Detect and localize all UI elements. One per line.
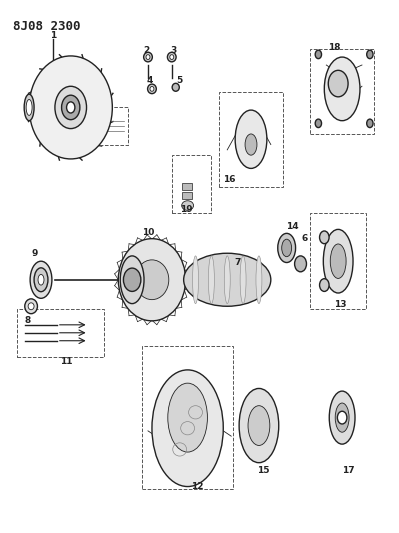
Ellipse shape (150, 86, 154, 91)
Bar (172, 155, 211, 214)
Text: 7: 7 (234, 258, 240, 266)
Ellipse shape (28, 303, 34, 310)
Text: 4: 4 (147, 76, 153, 85)
Ellipse shape (29, 56, 113, 159)
Text: 8J08 2300: 8J08 2300 (13, 20, 81, 33)
Ellipse shape (26, 100, 32, 115)
Ellipse shape (25, 299, 38, 314)
Circle shape (315, 50, 322, 59)
Text: 14: 14 (286, 222, 299, 231)
Text: 17: 17 (342, 466, 354, 475)
Ellipse shape (168, 383, 207, 452)
Ellipse shape (34, 268, 48, 292)
Text: 13: 13 (334, 300, 346, 309)
Ellipse shape (282, 239, 292, 257)
Text: 18: 18 (328, 43, 340, 52)
Ellipse shape (239, 389, 279, 463)
Circle shape (338, 411, 347, 424)
Ellipse shape (170, 55, 174, 60)
Text: 1: 1 (50, 31, 56, 41)
Text: 5: 5 (176, 76, 182, 85)
Ellipse shape (235, 110, 267, 168)
Circle shape (320, 279, 329, 292)
Circle shape (320, 231, 329, 244)
Ellipse shape (323, 229, 353, 293)
Ellipse shape (224, 256, 230, 304)
Ellipse shape (330, 244, 346, 278)
Text: 11: 11 (61, 358, 73, 367)
Text: 10: 10 (142, 228, 154, 237)
Ellipse shape (30, 261, 52, 298)
Ellipse shape (193, 256, 199, 304)
Ellipse shape (335, 403, 349, 432)
Text: 16: 16 (223, 174, 235, 183)
Ellipse shape (182, 201, 194, 211)
Circle shape (294, 256, 306, 272)
Text: 12: 12 (191, 482, 204, 491)
Bar (310, 214, 366, 309)
Ellipse shape (144, 52, 152, 62)
Ellipse shape (135, 260, 169, 300)
Text: 6: 6 (301, 234, 308, 243)
Text: 19: 19 (180, 205, 193, 214)
Ellipse shape (38, 274, 44, 285)
Circle shape (328, 70, 348, 97)
Circle shape (315, 119, 322, 127)
Circle shape (123, 268, 141, 292)
Bar (17, 309, 105, 357)
Ellipse shape (278, 233, 296, 263)
Ellipse shape (24, 94, 34, 120)
Ellipse shape (248, 406, 270, 446)
Ellipse shape (329, 391, 355, 444)
Ellipse shape (146, 55, 150, 60)
Ellipse shape (324, 57, 360, 120)
Circle shape (367, 119, 373, 127)
Text: 3: 3 (171, 46, 177, 55)
Circle shape (367, 50, 373, 59)
Ellipse shape (118, 239, 186, 321)
Circle shape (67, 102, 75, 113)
Ellipse shape (168, 52, 176, 62)
Ellipse shape (256, 256, 262, 304)
Bar (310, 49, 374, 134)
Ellipse shape (172, 83, 179, 91)
Circle shape (61, 95, 80, 120)
Bar (142, 346, 233, 489)
Bar (219, 92, 283, 187)
Ellipse shape (148, 84, 156, 94)
Ellipse shape (245, 134, 257, 155)
Ellipse shape (120, 256, 144, 304)
Bar (182, 192, 192, 199)
Ellipse shape (184, 253, 271, 306)
Ellipse shape (152, 370, 223, 487)
Text: 15: 15 (257, 466, 269, 475)
Text: 8: 8 (24, 316, 30, 325)
Bar (89, 108, 128, 144)
Text: 9: 9 (32, 249, 38, 259)
Bar (182, 183, 192, 190)
Text: 2: 2 (143, 46, 149, 55)
Circle shape (55, 86, 87, 128)
Ellipse shape (208, 256, 214, 304)
Ellipse shape (240, 256, 246, 304)
